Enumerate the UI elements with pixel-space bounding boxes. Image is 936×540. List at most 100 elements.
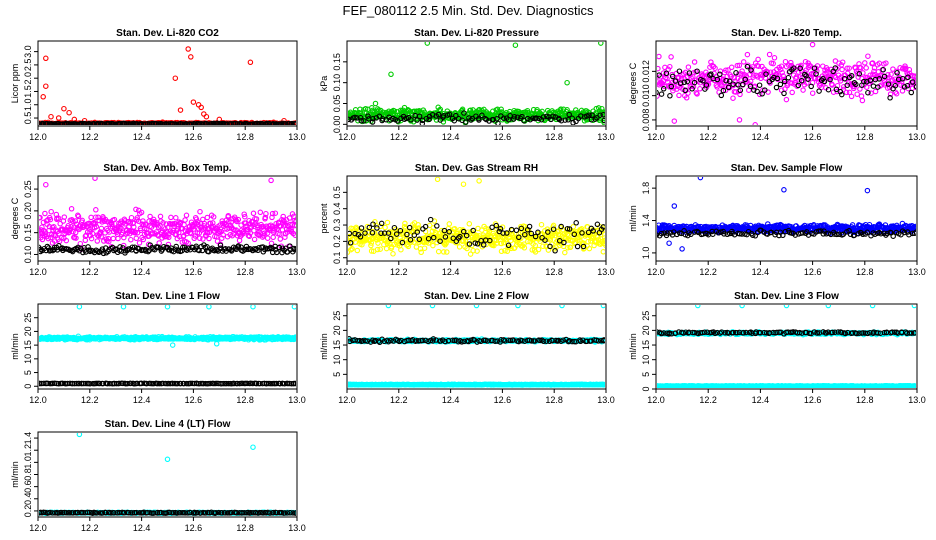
point bbox=[282, 121, 289, 125]
point bbox=[685, 90, 691, 96]
point bbox=[242, 213, 248, 220]
x-tick-label: 12.4 bbox=[133, 267, 151, 277]
point bbox=[498, 240, 505, 247]
x-tick-label: 12.6 bbox=[494, 132, 512, 142]
point bbox=[384, 219, 391, 226]
point bbox=[93, 223, 100, 230]
point bbox=[570, 120, 576, 125]
point bbox=[255, 247, 261, 254]
point bbox=[69, 247, 75, 254]
point bbox=[668, 83, 675, 90]
point bbox=[718, 92, 725, 99]
x-tick-label: 12.8 bbox=[236, 395, 254, 405]
point bbox=[128, 214, 135, 221]
point bbox=[837, 78, 844, 84]
outlier-point bbox=[515, 305, 521, 309]
x-tick-label: 12.4 bbox=[442, 267, 460, 277]
point bbox=[768, 229, 775, 235]
point bbox=[122, 218, 128, 224]
x-tick-label: 12.8 bbox=[236, 132, 254, 142]
point bbox=[774, 75, 781, 82]
point bbox=[778, 63, 785, 69]
point bbox=[574, 243, 581, 250]
point bbox=[805, 76, 811, 82]
outlier-point bbox=[61, 105, 67, 112]
point bbox=[210, 120, 217, 125]
point bbox=[798, 77, 805, 84]
point bbox=[892, 82, 899, 89]
point bbox=[463, 232, 470, 239]
point bbox=[558, 117, 565, 124]
point bbox=[495, 120, 501, 125]
y-axis-label: ml/min bbox=[628, 205, 638, 232]
point bbox=[773, 84, 780, 91]
point bbox=[564, 225, 571, 232]
y-tick-label: 0.2 bbox=[332, 235, 342, 248]
point bbox=[264, 235, 271, 241]
point bbox=[194, 380, 200, 387]
point bbox=[285, 380, 291, 387]
point bbox=[177, 121, 184, 125]
point bbox=[126, 227, 133, 234]
point bbox=[174, 380, 181, 387]
point bbox=[686, 70, 693, 76]
point bbox=[88, 214, 94, 221]
point bbox=[913, 83, 916, 90]
point bbox=[710, 231, 716, 237]
outlier-point bbox=[291, 305, 296, 310]
point bbox=[138, 209, 145, 216]
point bbox=[246, 217, 252, 224]
x-tick-label: 12.8 bbox=[236, 267, 254, 277]
point bbox=[49, 231, 55, 238]
point bbox=[876, 76, 883, 82]
y-tick-label: 0 bbox=[23, 384, 33, 389]
point bbox=[85, 244, 91, 250]
point bbox=[689, 86, 695, 92]
point bbox=[562, 249, 568, 256]
point bbox=[848, 93, 855, 100]
point bbox=[77, 245, 84, 252]
panel-4: Stan. Dev. Amb. Box Temp.12.0 12.2 12.4 12.… bbox=[10, 163, 306, 277]
point bbox=[193, 216, 200, 222]
point bbox=[483, 225, 489, 232]
point bbox=[96, 380, 103, 387]
y-tick-label: 0.1 bbox=[332, 251, 342, 264]
x-tick-label: 12.4 bbox=[133, 395, 151, 405]
point bbox=[276, 244, 283, 251]
point bbox=[63, 237, 70, 244]
x-tick-label: 12.0 bbox=[29, 267, 47, 277]
point bbox=[72, 218, 79, 224]
point bbox=[357, 114, 364, 121]
point bbox=[393, 231, 400, 237]
point bbox=[70, 228, 76, 235]
point bbox=[816, 228, 822, 234]
point bbox=[155, 224, 162, 231]
point bbox=[391, 224, 398, 231]
point bbox=[235, 243, 242, 249]
point bbox=[883, 60, 889, 66]
point bbox=[571, 231, 578, 238]
point bbox=[498, 106, 504, 113]
point bbox=[882, 82, 888, 88]
point bbox=[844, 82, 850, 89]
point bbox=[441, 227, 448, 234]
point bbox=[770, 60, 776, 67]
x-tick-label: 12.2 bbox=[81, 267, 99, 277]
point bbox=[600, 249, 605, 255]
outlier-point bbox=[476, 178, 482, 184]
points bbox=[348, 42, 605, 125]
point bbox=[73, 380, 80, 387]
point bbox=[79, 217, 85, 224]
point bbox=[98, 120, 104, 125]
point bbox=[663, 232, 670, 239]
point bbox=[86, 226, 93, 232]
point bbox=[723, 67, 729, 73]
point bbox=[422, 228, 429, 235]
point bbox=[714, 76, 721, 83]
point bbox=[566, 226, 573, 232]
point bbox=[658, 91, 665, 97]
y-tick-label: 25 bbox=[332, 311, 342, 321]
